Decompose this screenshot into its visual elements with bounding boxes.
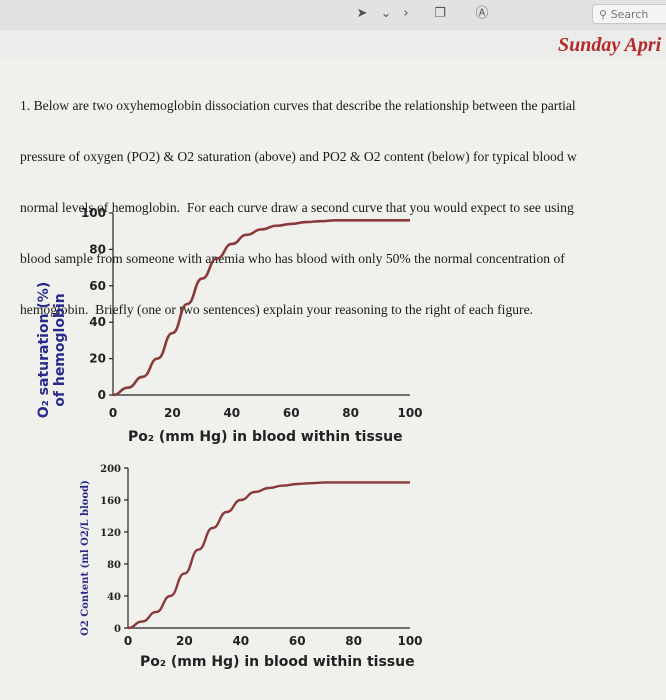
chart2-xtick-label: 20	[176, 634, 193, 648]
chart2-xtick-label: 100	[397, 634, 422, 648]
date-header: Sunday Apri	[558, 34, 662, 56]
question-line: normal levels of hemoglobin. For each cu…	[20, 200, 574, 215]
chart2-ytick-label: 160	[100, 496, 121, 507]
question-text: 1. Below are two oxyhemoglobin dissociat…	[20, 63, 666, 335]
chart1-xtick-label: 20	[164, 406, 181, 420]
chart1-yaxis-title: O₂ saturation (%) of hemoglobin	[36, 282, 68, 418]
chart1-xtick-label: 80	[342, 406, 359, 420]
chart2-xtick-label: 0	[124, 634, 132, 648]
content-curve-chart: O2 Content (ml O2/L blood) 0 40 80 120 160 20…	[80, 464, 423, 670]
chart1-ytick-label: 100	[81, 206, 106, 220]
chart2-ytick-label: 120	[100, 528, 121, 539]
chart2-ytick-label: 40	[107, 592, 121, 603]
chart1-xtick-label: 40	[223, 406, 240, 420]
search-input[interactable]: ⚲ Search	[592, 4, 666, 24]
chart1-xtick-label: 100	[397, 406, 422, 420]
chart1-xtick-label: 60	[283, 406, 300, 420]
circled-a-icon[interactable]: Ⓐ	[475, 6, 489, 21]
question-line: blood sample from someone with anemia wh…	[20, 251, 565, 266]
chevron-down-icon[interactable]: ⌄	[380, 6, 392, 21]
chart2-xtick-label: 80	[345, 634, 362, 648]
chart1-ytick-label: 60	[89, 279, 106, 293]
chart2-ytick-label: 200	[100, 464, 121, 475]
chart1-xlabel: Po₂ (mm Hg) in blood within tissue	[128, 429, 403, 445]
top-toolbar: ➤ ⌄ › ❐ Ⓐ ⚲ Search	[0, 0, 666, 30]
chart1-ytick-label: 80	[89, 242, 106, 256]
chart1-ylabel-line1: O₂ saturation (%)	[36, 282, 52, 418]
question-line: pressure of oxygen (PO2) & O2 saturation…	[20, 149, 577, 164]
saturation-curve-chart: O₂ saturation (%) of hemoglobin 0 20 40 60 8…	[36, 206, 423, 445]
chart1-xtick-label: 0	[109, 406, 117, 420]
chart1-ytick-label: 40	[89, 315, 106, 329]
chart2-xtick-label: 40	[232, 634, 249, 648]
chart2-curve	[127, 481, 410, 630]
question-line: hemoglobin. Briefly (one or two sentence…	[20, 302, 534, 317]
chart1-ytick-label: 20	[89, 352, 106, 366]
chart2-xtick-label: 60	[289, 634, 306, 648]
send-icon[interactable]: ➤	[356, 6, 368, 21]
chart2-ylabel: O2 Content (ml O2/L blood)	[80, 480, 91, 636]
chart1-ylabel-line2: of hemoglobin	[52, 293, 68, 406]
worksheet-page	[0, 58, 666, 700]
chart2-xlabel: Po₂ (mm Hg) in blood within tissue	[140, 654, 415, 670]
chevron-right-icon[interactable]: ›	[403, 6, 409, 21]
question-line: 1. Below are two oxyhemoglobin dissociat…	[20, 98, 576, 113]
search-icon: ⚲	[599, 8, 608, 21]
copy-icon[interactable]: ❐	[434, 6, 446, 21]
chart2-ytick-label: 0	[114, 624, 121, 635]
chart1-curve	[112, 218, 410, 397]
chart2-ytick-label: 80	[107, 560, 121, 571]
chart1-ytick-label: 0	[98, 388, 106, 402]
search-placeholder: Search	[610, 8, 649, 21]
